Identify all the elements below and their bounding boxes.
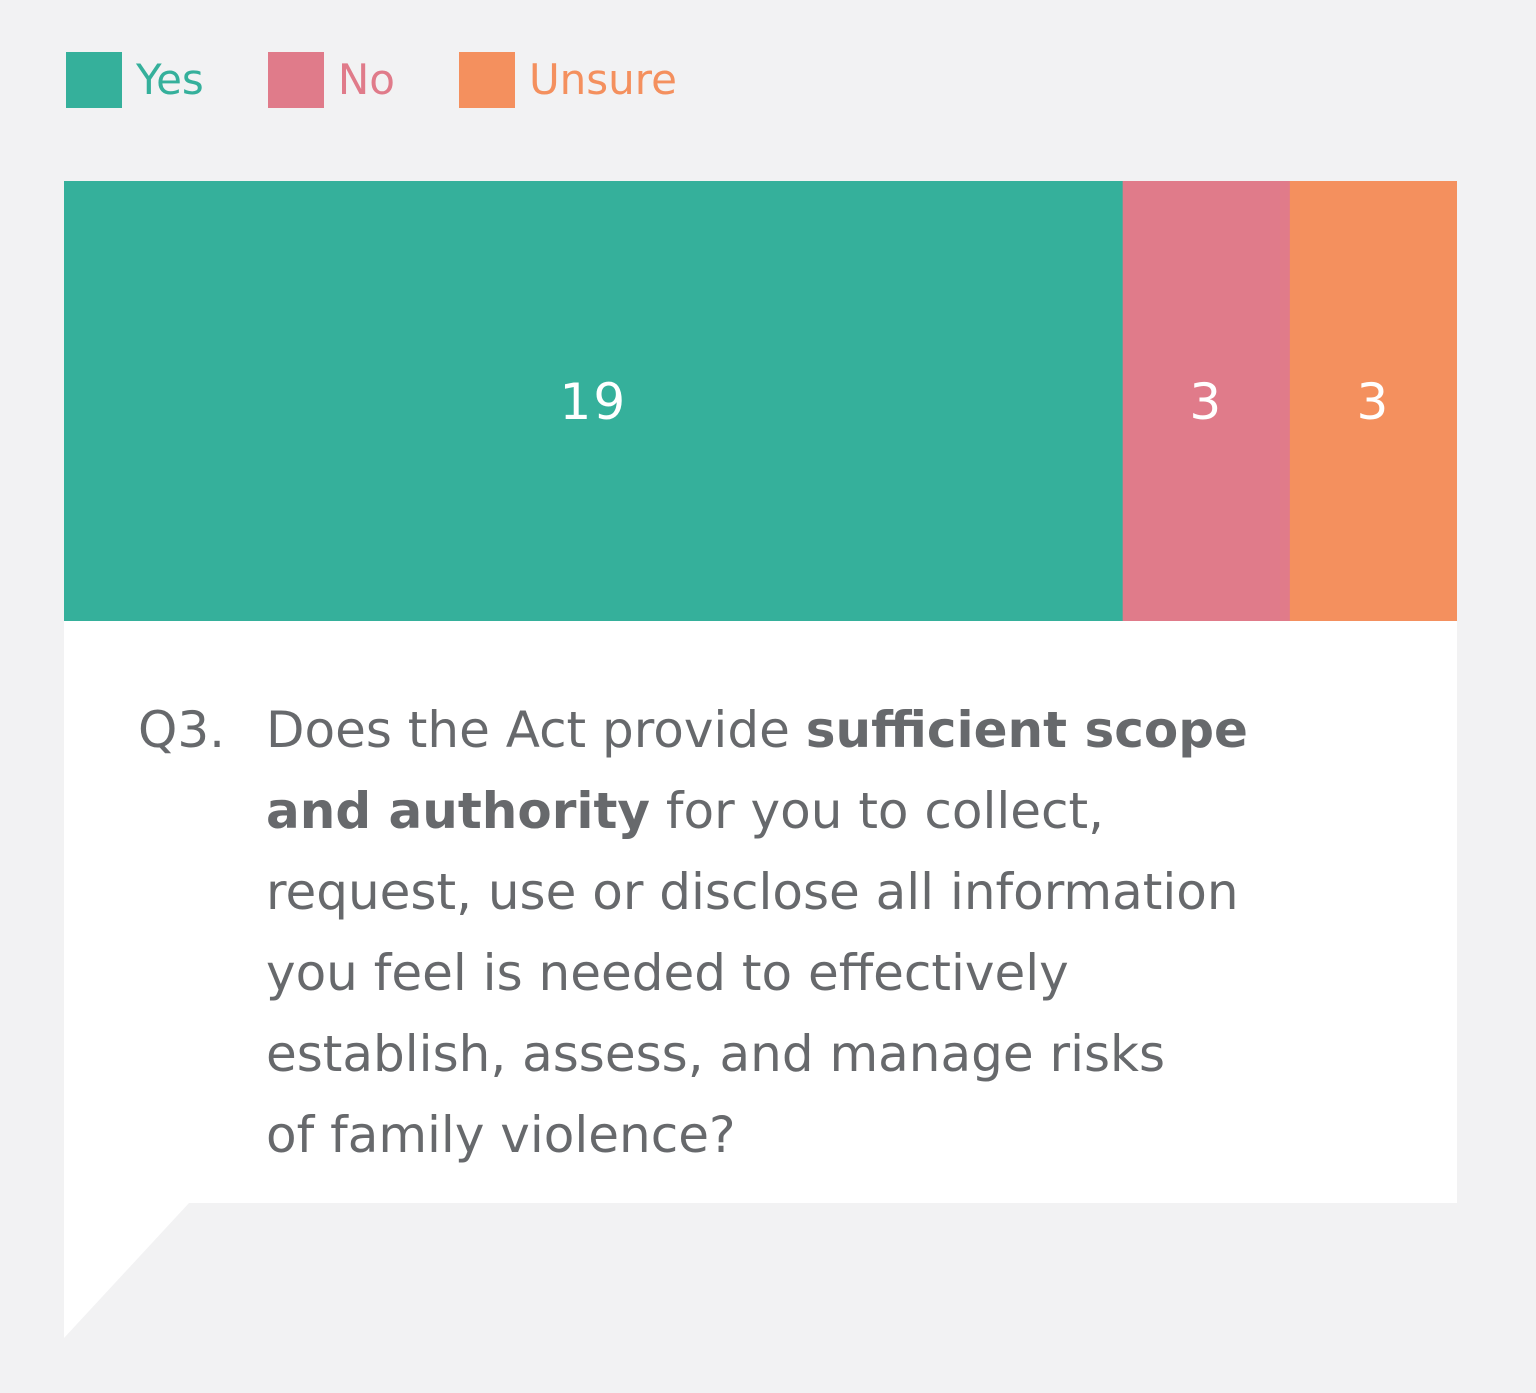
bar-segment-yes <box>64 181 1124 621</box>
legend-swatch-no <box>267 52 324 108</box>
question-line-2: and authority for you to collect, <box>266 771 1416 852</box>
bar-segment-no <box>1122 181 1291 621</box>
question-line-5: establish, assess, and manage risks <box>266 1025 1166 1083</box>
question-line-4: you feel is needed to effectively <box>266 944 1069 1002</box>
question-emphasis-2: and authority <box>266 782 651 840</box>
legend-item-no: No <box>267 52 395 108</box>
question-line-1: Does the Act provide sufficient scope <box>266 690 1416 771</box>
legend-label-unsure: Unsure <box>528 55 677 104</box>
data-label-no: 3 <box>1189 373 1223 431</box>
stacked-bar-svg: 19 3 3 <box>64 181 1457 621</box>
legend-item-unsure: Unsure <box>458 52 677 108</box>
data-label-unsure: 3 <box>1357 373 1391 431</box>
question-line-2-normal: for you to collect, <box>650 782 1105 840</box>
question-line-1-normal: Does the Act provide <box>266 701 806 759</box>
legend-swatch-yes <box>66 52 122 108</box>
question-text: Does the Act provide sufficient scope an… <box>266 690 1416 1176</box>
chart-legend: Yes No Unsure <box>66 52 741 108</box>
legend-swatch-unsure <box>458 52 515 108</box>
legend-label-no: No <box>337 55 395 104</box>
question-line-6: of family violence? <box>266 1106 736 1164</box>
legend-item-yes: Yes <box>66 52 204 108</box>
question-line-3: request, use or disclose all information <box>266 863 1239 921</box>
speech-bubble-tail <box>64 1203 189 1338</box>
data-label-yes: 19 <box>560 373 628 431</box>
question-bubble <box>64 621 1457 1203</box>
stacked-bar-chart: 19 3 3 <box>64 181 1457 621</box>
question-number: Q3. <box>138 701 226 759</box>
bar-segment-unsure <box>1289 181 1457 621</box>
legend-label-yes: Yes <box>136 55 204 104</box>
question-emphasis-1: sufficient scope <box>805 701 1248 759</box>
